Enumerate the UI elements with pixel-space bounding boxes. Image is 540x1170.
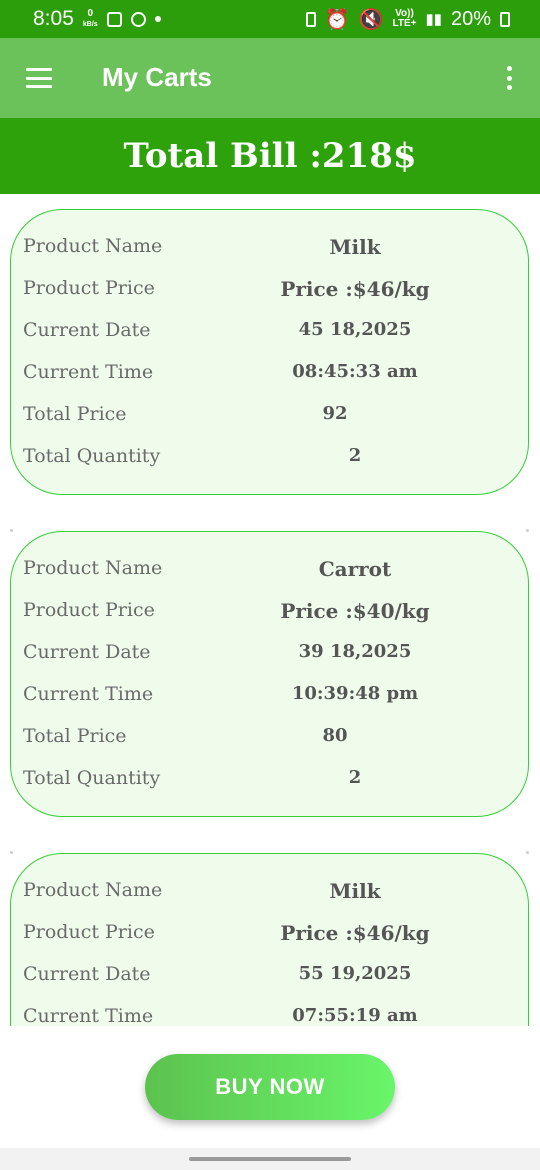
total-quantity-label: Total Quantity [23,767,161,789]
row-current-date: Current Date 39 18,2025 [23,641,523,683]
current-date-label: Current Date [23,963,151,985]
product-name-value: Carrot [318,557,392,581]
product-name-label: Product Name [23,235,163,257]
more-options-icon[interactable] [505,66,513,90]
total-bill-banner: Total Bill :218$ [0,118,540,194]
signal-icon: ▮▮ [425,11,442,28]
volte-label: Vo)) [395,8,414,19]
row-current-time: Current Time 08:45:33 am [23,361,523,403]
total-bill-text: Total Bill :218$ [123,136,417,176]
list-divider-dot [10,529,13,532]
app-bar: My Carts [0,38,540,118]
lte-label: LTE+ [392,18,417,29]
list-divider-dot [10,851,13,854]
home-gesture-handle[interactable] [189,1157,351,1161]
net-speed-indicator: 0 kB/s [82,7,98,30]
total-quantity-label: Total Quantity [23,445,161,467]
row-product-name: Product Name Carrot [23,557,523,599]
row-product-name: Product Name Milk [23,879,523,921]
system-navigation-bar [0,1148,540,1170]
status-bar: 8:05 0 kB/s ⏰ 🔇 Vo)) LTE+ ▮▮ 20% [0,0,540,38]
row-product-price: Product Price Price :$40/kg [23,599,523,641]
buy-now-button[interactable]: BUY NOW [145,1054,395,1120]
alarm-icon: ⏰ [324,8,350,31]
current-time-value: 10:39:48 pm [291,683,419,704]
product-name-value: Milk [329,879,381,903]
total-price-label: Total Price [23,725,127,747]
list-divider-dot [526,851,529,854]
current-date-value: 45 18,2025 [298,319,412,340]
total-price-value: 80 [322,725,348,746]
cart-item-card[interactable]: Product Name Milk Product Price Price :$… [10,853,529,1026]
row-total-quantity: Total Quantity 2 [23,445,523,487]
product-price-label: Product Price [23,921,155,943]
product-price-value: Price :$46/kg [280,277,430,301]
mute-icon: 🔇 [358,8,384,31]
cart-list[interactable]: Product Name Milk Product Price Price :$… [0,194,540,1026]
battery-percent: 20% [450,7,491,30]
current-date-label: Current Date [23,641,151,663]
product-name-value: Milk [329,235,381,259]
row-product-price: Product Price Price :$46/kg [23,277,523,319]
status-bar-right: ⏰ 🔇 Vo)) LTE+ ▮▮ 20% [305,7,510,32]
total-price-value: 92 [322,403,348,424]
row-current-date: Current Date 45 18,2025 [23,319,523,361]
more-notifications-dot-icon [154,16,161,22]
row-current-date: Current Date 55 19,2025 [23,963,523,1005]
current-date-label: Current Date [23,319,151,341]
product-name-label: Product Name [23,879,163,901]
product-price-label: Product Price [23,599,155,621]
product-price-label: Product Price [23,277,155,299]
row-product-name: Product Name Milk [23,235,523,277]
page-title: My Carts [102,62,212,92]
row-total-quantity: Total Quantity 2 [23,767,523,809]
list-divider-dot [526,529,529,532]
gallery-notification-icon [106,11,122,27]
current-time-value: 08:45:33 am [292,361,418,382]
net-speed-unit: kB/s [82,20,98,28]
net-speed-value: 0 [87,7,94,19]
hamburger-menu-icon[interactable] [26,68,52,88]
current-time-value: 07:55:19 am [292,1005,418,1026]
row-current-time: Current Time 10:39:48 pm [23,683,523,725]
product-name-label: Product Name [23,557,163,579]
row-product-price: Product Price Price :$46/kg [23,921,523,963]
status-bar-left: 8:05 0 kB/s [33,7,161,31]
total-quantity-value: 2 [348,445,362,466]
current-time-label: Current Time [23,683,154,705]
product-price-value: Price :$46/kg [280,921,430,945]
total-quantity-value: 2 [348,767,362,788]
app-notification-icon [130,11,146,27]
product-price-value: Price :$40/kg [280,599,430,623]
cart-item-card[interactable]: Product Name Carrot Product Price Price … [10,531,529,817]
battery-icon [500,11,510,27]
current-time-label: Current Time [23,361,154,383]
volte-indicator: Vo)) LTE+ [392,9,416,29]
total-price-label: Total Price [23,403,127,425]
current-date-value: 39 18,2025 [298,641,412,662]
battery-saver-icon [305,11,316,27]
status-time: 8:05 [33,7,74,30]
row-current-time: Current Time 07:55:19 am [23,1005,523,1026]
current-time-label: Current Time [23,1005,154,1026]
row-total-price: Total Price 80 [23,725,523,767]
row-total-price: Total Price 92 [23,403,523,445]
cart-item-card[interactable]: Product Name Milk Product Price Price :$… [10,209,529,495]
current-date-value: 55 19,2025 [298,963,412,984]
